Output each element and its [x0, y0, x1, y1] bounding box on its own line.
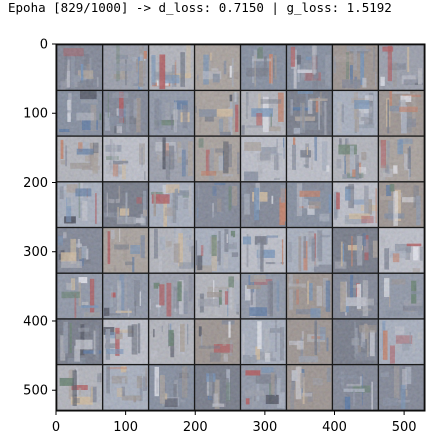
image-tile	[333, 136, 378, 182]
image-tile	[379, 182, 424, 227]
image-tile	[333, 91, 378, 136]
image-tile	[379, 136, 424, 182]
image-tile	[103, 319, 148, 364]
y-axis: 0 100 200 300 400 500	[23, 38, 56, 399]
image-tile	[149, 182, 194, 227]
y-tick-label: 400	[23, 314, 48, 329]
image-tile	[57, 91, 102, 136]
image-tile	[333, 182, 378, 227]
image-tile	[287, 91, 332, 136]
y-tick-label: 200	[23, 176, 48, 191]
image-tile	[57, 182, 102, 227]
image-tile	[103, 182, 148, 227]
x-tick-label: 100	[113, 420, 138, 435]
image-tiles	[57, 45, 424, 410]
image-tile	[195, 273, 240, 319]
image-tile	[149, 228, 194, 273]
image-tile	[57, 365, 102, 410]
image-tile	[103, 228, 148, 273]
image-tile	[287, 273, 332, 319]
image-tile	[57, 319, 102, 364]
image-tile	[241, 182, 286, 227]
image-tile	[149, 136, 194, 182]
image-tile	[241, 91, 286, 136]
chart-title: Epoha [829/1000] -> d_loss: 0.7150 | g_l…	[8, 0, 392, 15]
image-tile	[195, 182, 240, 227]
image-tile	[103, 45, 148, 90]
image-tile	[287, 45, 332, 90]
image-tile	[149, 365, 194, 410]
y-tick-label: 100	[23, 107, 48, 122]
x-axis: 0 100 200 300 400 500	[52, 411, 417, 435]
image-tile	[333, 228, 378, 273]
image-tile	[287, 182, 332, 227]
y-tick-label: 0	[40, 38, 48, 53]
image-tile	[241, 365, 286, 410]
axes-frame	[55, 43, 426, 412]
y-tick-label: 300	[23, 245, 48, 260]
image-tile	[333, 45, 378, 90]
image-tile	[195, 365, 240, 410]
image-tile	[195, 319, 240, 364]
image-tile	[149, 91, 194, 136]
image-tile	[379, 319, 424, 364]
image-tile	[195, 45, 240, 90]
image-tile	[379, 91, 424, 136]
image-tile	[149, 45, 194, 90]
image-tile	[57, 45, 102, 90]
image-tile	[195, 136, 240, 182]
image-tile	[57, 136, 102, 182]
image-tile	[149, 273, 194, 319]
image-tile	[379, 365, 424, 410]
image-tile	[241, 319, 286, 364]
image-tile	[379, 273, 424, 319]
image-tile	[195, 91, 240, 136]
image-tile	[241, 228, 286, 273]
image-tile	[57, 228, 102, 273]
image-tile	[57, 273, 102, 319]
image-tile	[103, 273, 148, 319]
image-tile	[333, 273, 378, 319]
image-tile	[287, 228, 332, 273]
image-tile	[149, 319, 194, 364]
image-tile	[241, 45, 286, 90]
x-tick-label: 300	[252, 420, 277, 435]
image-tile	[103, 136, 148, 182]
image-tile	[103, 91, 148, 136]
image-tile	[379, 228, 424, 273]
image-tile	[333, 365, 378, 410]
image-tile	[287, 136, 332, 182]
image-tile	[287, 365, 332, 410]
image-tile	[103, 365, 148, 410]
image-tile	[195, 228, 240, 273]
image-tile	[379, 45, 424, 90]
image-tile	[241, 273, 286, 319]
x-tick-label: 400	[322, 420, 347, 435]
image-tile	[241, 136, 286, 182]
x-tick-label: 200	[183, 420, 208, 435]
x-tick-label: 500	[392, 420, 417, 435]
axes-border	[55, 43, 426, 412]
y-tick-label: 500	[23, 384, 48, 399]
image-tile	[287, 319, 332, 364]
x-tick-label: 0	[52, 420, 60, 435]
image-tile	[333, 319, 378, 364]
